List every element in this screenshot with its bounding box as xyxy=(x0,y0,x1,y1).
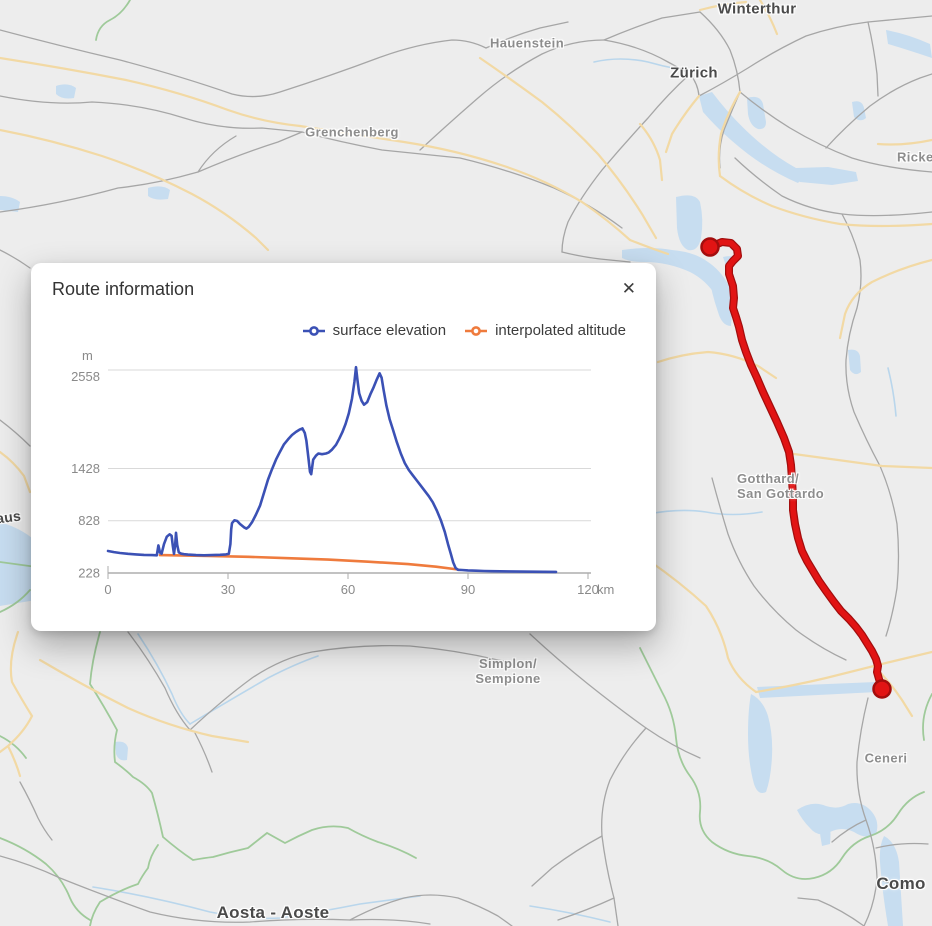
legend-item-surface-elevation[interactable]: surface elevation xyxy=(302,322,446,339)
line-marker-icon xyxy=(302,325,325,336)
svg-text:1428: 1428 xyxy=(71,461,100,476)
svg-text:2558: 2558 xyxy=(71,369,100,384)
svg-text:120: 120 xyxy=(577,582,599,597)
legend-item-interpolated-altitude[interactable]: interpolated altitude xyxy=(464,322,626,339)
route-start-marker[interactable] xyxy=(700,237,720,257)
roads-minor xyxy=(0,11,932,926)
line-marker-icon xyxy=(465,325,488,336)
svg-text:30: 30 xyxy=(221,582,235,597)
legend-label: surface elevation xyxy=(332,322,447,339)
close-icon[interactable]: ✕ xyxy=(618,276,640,301)
panel-title: Route information xyxy=(52,279,195,299)
svg-text:60: 60 xyxy=(341,582,355,597)
svg-text:km: km xyxy=(597,582,614,597)
roads-major xyxy=(0,0,932,778)
route-end-marker[interactable] xyxy=(872,679,892,699)
svg-text:90: 90 xyxy=(461,582,475,597)
chart-legend: surface elevation interpolated altitude xyxy=(302,322,626,339)
svg-text:m: m xyxy=(82,348,93,363)
route-line[interactable] xyxy=(707,239,885,691)
elevation-chart[interactable]: 228 828 1428 2558 0 30 60 90 120 m km xyxy=(31,263,656,631)
route-information-panel: Route information ✕ surface elevation in… xyxy=(31,263,656,631)
route[interactable] xyxy=(700,237,892,699)
legend-label: interpolated altitude xyxy=(495,322,626,339)
svg-text:228: 228 xyxy=(78,566,100,581)
svg-text:828: 828 xyxy=(78,513,100,528)
svg-text:0: 0 xyxy=(104,582,111,597)
